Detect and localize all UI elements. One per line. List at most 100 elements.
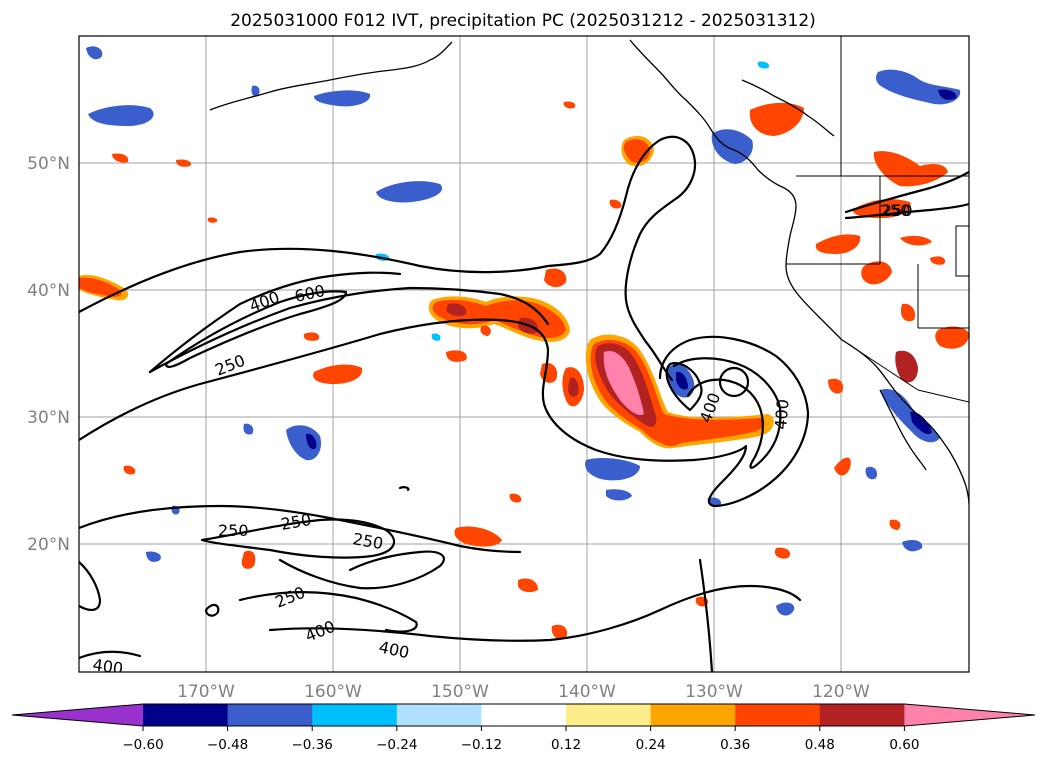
precip-area xyxy=(446,350,467,362)
precip-area xyxy=(306,433,317,450)
lon-label: 130°W xyxy=(685,682,743,702)
precip-area xyxy=(935,326,969,349)
ivt-contour-400 xyxy=(672,357,782,469)
precip-area xyxy=(241,550,256,569)
map-frame xyxy=(78,35,970,673)
precip-area xyxy=(606,489,632,501)
colorbar-segment xyxy=(396,704,482,726)
colorbar-extension-max xyxy=(904,704,1035,726)
precip-area xyxy=(900,235,932,246)
map-panel: 400 600 250 400 400 250 250 250 250 250 … xyxy=(78,35,970,678)
ivt-contour-400 xyxy=(148,286,550,374)
ivt-contour-400 xyxy=(238,591,418,633)
longitude-labels: 170°W 160°W 150°W 140°W 130°W 120°W xyxy=(177,682,870,702)
ivt-contour-250 xyxy=(844,170,969,214)
contour-label: 250 xyxy=(882,201,913,220)
precip-area xyxy=(454,526,502,547)
precip-area xyxy=(446,303,467,317)
colorbar-segment xyxy=(143,704,229,726)
colorbar-segment xyxy=(481,704,567,726)
lat-label: 20°N xyxy=(27,535,70,555)
precip-area xyxy=(861,261,892,285)
precip-area xyxy=(176,159,192,167)
colorbar-tick-label: −0.60 xyxy=(122,737,163,753)
precip-area xyxy=(873,151,948,187)
colorbar-segment xyxy=(735,704,821,726)
precip-area xyxy=(585,458,640,481)
precip-area xyxy=(834,457,851,476)
coastline xyxy=(741,79,835,137)
precip-area xyxy=(676,371,688,390)
ivt-contour-250 xyxy=(79,504,522,554)
precip-area xyxy=(609,199,622,209)
colorbar-extension-min xyxy=(12,704,143,726)
colorbar-tick-label: −0.12 xyxy=(461,737,502,753)
precip-area xyxy=(518,578,538,593)
precip-area xyxy=(876,69,961,105)
ivt-contour-250 xyxy=(844,202,969,220)
colorbar-tick-label: 0.60 xyxy=(889,737,919,753)
ivt-contour-250 xyxy=(79,135,697,382)
colorbar-tick-label: 0.12 xyxy=(551,737,581,753)
precip-area xyxy=(568,377,579,397)
colorbar-tick-label: 0.48 xyxy=(805,737,835,753)
border-line xyxy=(917,389,969,403)
lat-label: 40°N xyxy=(27,281,70,301)
ivt-contour-250 xyxy=(79,560,102,612)
precip-area xyxy=(910,411,932,435)
colorbar-tick-label: −0.24 xyxy=(376,737,417,753)
coastlines xyxy=(209,39,969,505)
ivt-contour-400 xyxy=(718,366,750,398)
lon-label: 160°W xyxy=(304,682,362,702)
precip-area xyxy=(86,46,103,60)
precip-area xyxy=(146,551,161,562)
precip-area xyxy=(828,378,844,394)
colorbar-segment xyxy=(819,704,905,726)
contour-label: 400 xyxy=(91,655,124,678)
figure-title: 2025031000 F012 IVT, precipitation PC (2… xyxy=(230,11,816,31)
ivt-contour-250 xyxy=(79,318,810,508)
precip-area xyxy=(900,303,916,322)
colorbar-segment xyxy=(312,704,398,726)
lat-label: 50°N xyxy=(27,154,70,174)
precip-area xyxy=(112,153,129,163)
colorbar-tick-label: 0.36 xyxy=(720,737,750,753)
ivt-contour-250 xyxy=(204,603,220,617)
colorbar: −0.60 −0.48 −0.36 −0.24 −0.12 0.12 0.24 0.36 0.4… xyxy=(11,703,1036,753)
ivt-contour-250 xyxy=(398,486,410,492)
ivt-contour-400 xyxy=(268,584,802,642)
contour-label: 400 xyxy=(771,398,793,430)
precip-area xyxy=(376,181,443,203)
precip-area xyxy=(303,332,320,341)
contour-label: 250 xyxy=(218,521,249,540)
precip-area xyxy=(480,325,491,336)
precip-area xyxy=(603,350,644,416)
ivt-contour-400 xyxy=(79,650,142,660)
colorbar-tick-label: −0.48 xyxy=(207,737,248,753)
precip-area xyxy=(286,425,322,461)
coastline xyxy=(209,41,453,111)
precip-area xyxy=(757,61,770,69)
precip-area xyxy=(314,90,371,107)
precip-area xyxy=(563,101,576,109)
precip-area xyxy=(895,350,918,383)
ivt-contour-250 xyxy=(278,550,445,590)
precip-area xyxy=(313,364,363,384)
precip-area xyxy=(431,333,441,341)
borders xyxy=(786,36,969,403)
colorbar-tick-label: 0.24 xyxy=(636,737,666,753)
coastline xyxy=(629,39,969,505)
lon-label: 140°W xyxy=(558,682,616,702)
precip-area xyxy=(509,493,522,503)
precip-area xyxy=(544,268,567,288)
precip-area xyxy=(243,423,254,435)
precip-area xyxy=(207,217,218,223)
ivt-contour-400 xyxy=(665,362,703,412)
lat-label: 30°N xyxy=(27,408,70,428)
precip-area xyxy=(658,428,685,446)
precip-area xyxy=(815,234,861,254)
precip-area xyxy=(865,466,878,480)
lon-label: 170°W xyxy=(177,682,235,702)
latitude-labels: 50°N 40°N 30°N 20°N xyxy=(27,154,70,555)
